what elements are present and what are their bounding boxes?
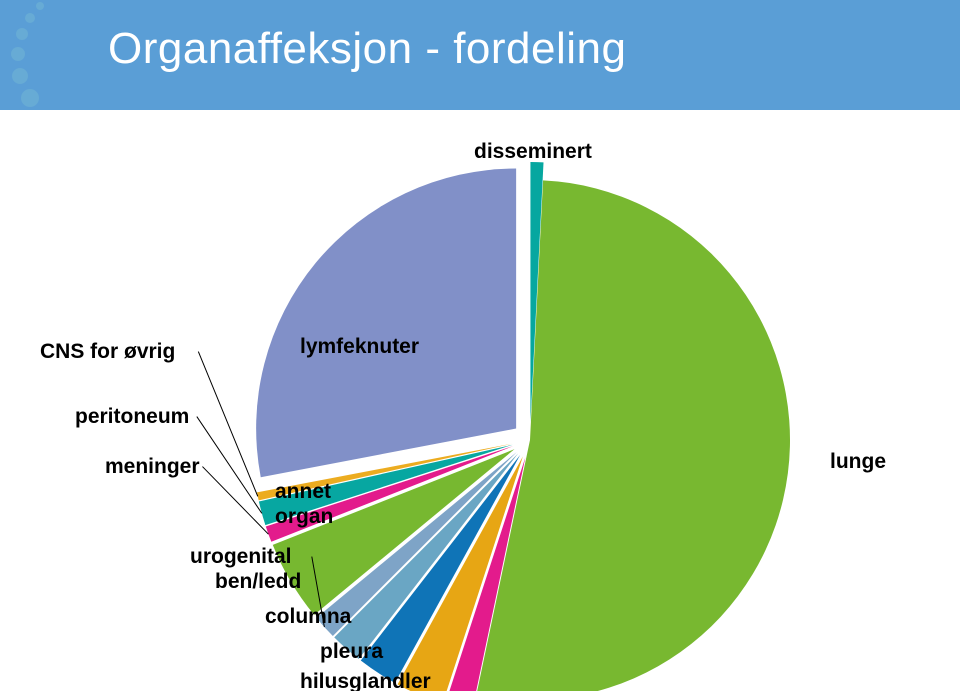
- page-title: Organaffeksjon - fordeling: [108, 24, 626, 74]
- label-lymfeknuter: lymfeknuter: [300, 335, 419, 359]
- pie-chart: disseminert lunge hilusglandler pleura colum…: [0, 110, 960, 691]
- title-banner: Organaffeksjon - fordeling: [0, 0, 960, 110]
- label-columna: columna: [265, 605, 351, 629]
- leader-lines: [0, 110, 960, 691]
- label-meninger: meninger: [105, 455, 200, 479]
- leader-cns: [198, 352, 257, 497]
- leader-peritoneum: [197, 417, 262, 514]
- leader-meninger: [202, 467, 268, 535]
- label-peritoneum: peritoneum: [75, 405, 189, 429]
- label-annet_organ-2: organ: [275, 505, 333, 529]
- label-pleura: pleura: [320, 640, 383, 664]
- logo-dots-icon: [0, 0, 80, 110]
- label-cns: CNS for øvrig: [40, 340, 175, 364]
- label-hilusglandler: hilusglandler: [300, 670, 431, 691]
- page: Organaffeksjon - fordeling disseminert lu…: [0, 0, 960, 691]
- label-urogenital: urogenital: [190, 545, 292, 569]
- label-lunge: lunge: [830, 450, 886, 474]
- label-disseminert: disseminert: [474, 140, 592, 164]
- label-ben_ledd: ben/ledd: [215, 570, 301, 594]
- label-annet_organ: annet: [275, 480, 331, 504]
